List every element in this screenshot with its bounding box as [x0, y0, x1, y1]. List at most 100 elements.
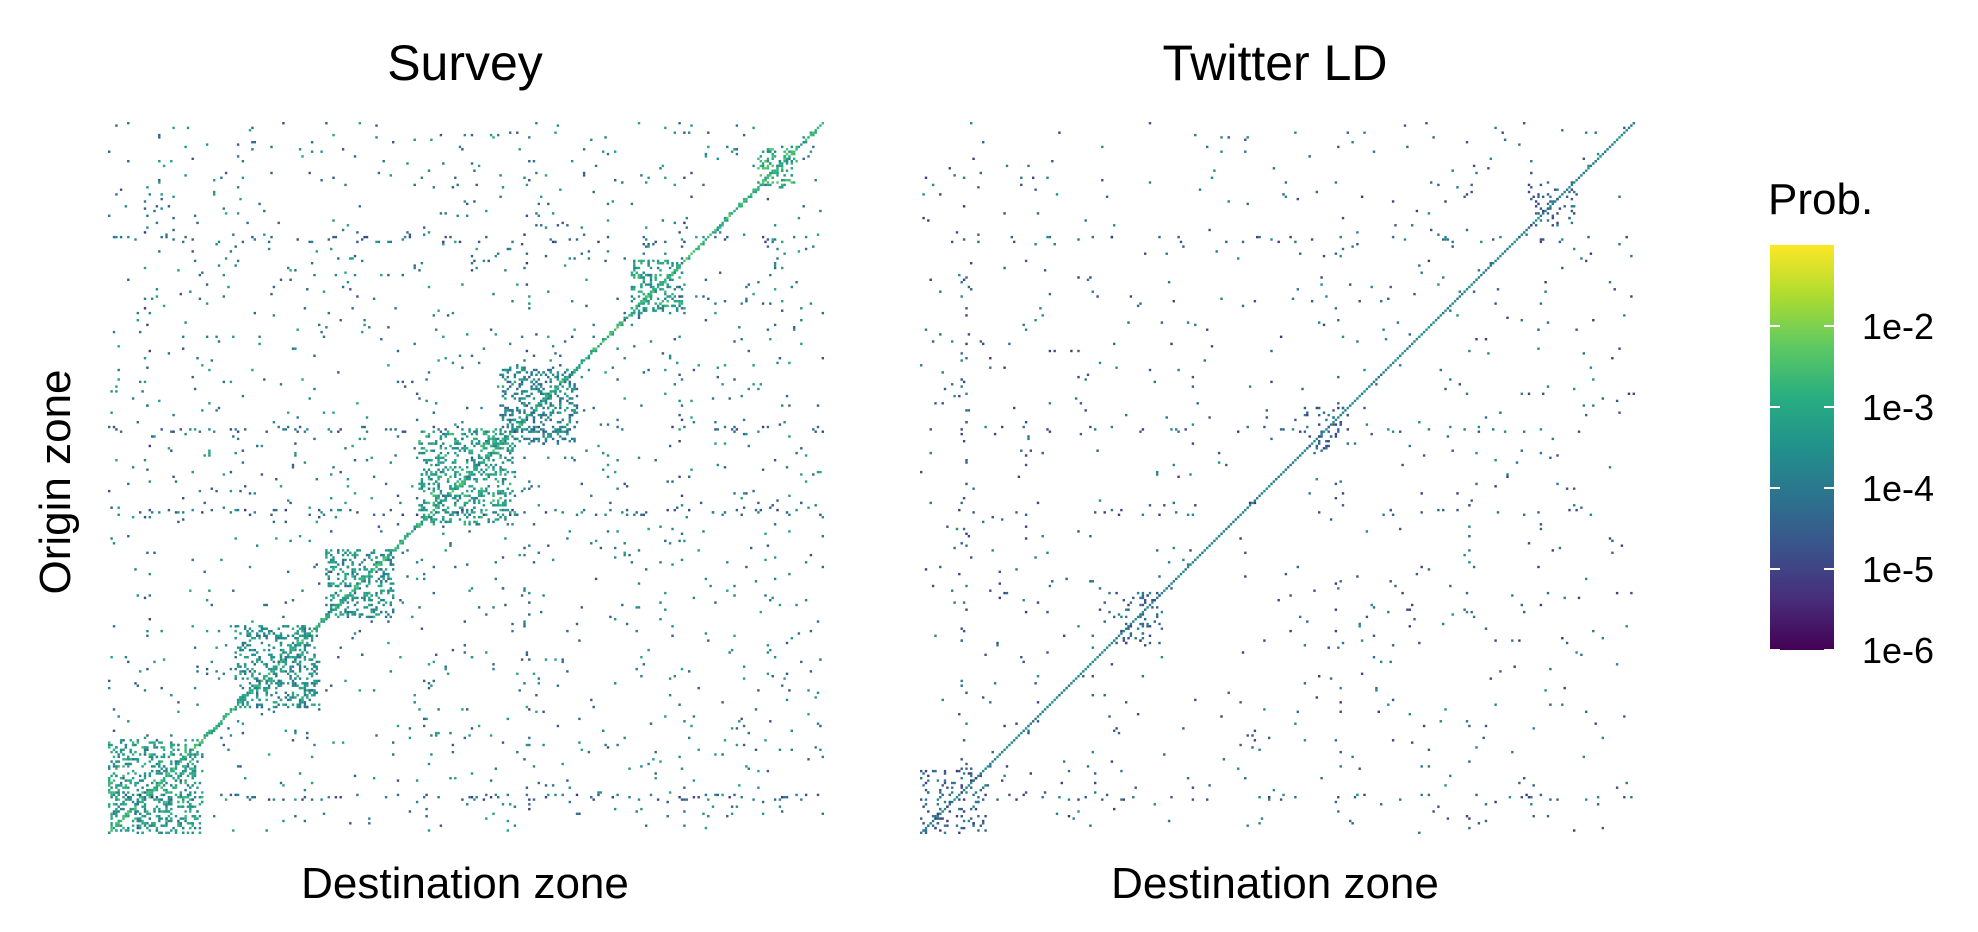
heatmap-cell [544, 402, 548, 405]
heatmap-cell [587, 250, 591, 253]
heatmap-cell [676, 269, 679, 272]
heatmap-cell [210, 359, 213, 362]
heatmap-cell [182, 817, 185, 820]
heatmap-cell [296, 656, 299, 659]
heatmap-cell [339, 796, 342, 799]
heatmap-cell [289, 651, 292, 654]
heatmap-cell [766, 425, 770, 429]
heatmap-cell [444, 667, 447, 671]
heatmap-cell [260, 703, 264, 706]
heatmap-cell [131, 777, 135, 780]
heatmap-cell [783, 183, 786, 187]
heatmap-cell [480, 511, 483, 514]
heatmap-cell [186, 784, 190, 787]
heatmap-cell [303, 646, 307, 649]
heatmap-cell [289, 698, 292, 702]
heatmap-cell [301, 634, 304, 637]
heatmap-cell [174, 784, 178, 787]
heatmap-cell [229, 470, 233, 474]
heatmap-cell [480, 508, 483, 512]
heatmap-cell [151, 781, 154, 785]
heatmap-cell [494, 767, 497, 770]
heatmap-cell [485, 473, 488, 476]
heatmap-cell [532, 672, 536, 675]
heatmap-cell [442, 442, 445, 445]
heatmap-cell [604, 743, 607, 747]
heatmap-cell [714, 442, 717, 445]
heatmap-cell [256, 660, 259, 664]
heatmap-cell [778, 805, 782, 808]
heatmap-cell [764, 179, 767, 182]
heatmap-cell [241, 641, 245, 645]
heatmap-cell [165, 803, 168, 806]
heatmap-cell [745, 492, 748, 495]
heatmap-cell [177, 822, 180, 825]
heatmap-cell [690, 468, 693, 471]
heatmap-cell [454, 176, 457, 179]
heatmap-cell [943, 807, 947, 811]
heatmap-cell [1134, 618, 1137, 621]
heatmap-cell [714, 428, 717, 431]
heatmap-cell [198, 489, 202, 493]
heatmap-cell [685, 226, 688, 229]
heatmap-cell [330, 584, 333, 588]
heatmap-cell [575, 421, 579, 424]
heatmap-cell [509, 131, 512, 134]
heatmap-cell [785, 160, 789, 163]
heatmap-cell [179, 793, 182, 797]
heatmap-cell [750, 546, 753, 550]
heatmap-cell [518, 378, 521, 381]
heatmap-cell [143, 266, 147, 270]
heatmap-cell [160, 741, 163, 744]
heatmap-cell [637, 582, 641, 585]
heatmap-cell [151, 788, 154, 792]
heatmap-cell [797, 145, 801, 149]
heatmap-cell [330, 561, 333, 564]
heatmap-cell [303, 307, 307, 310]
heatmap-cell [184, 781, 187, 785]
heatmap-cell [270, 235, 273, 239]
heatmap-cell [205, 734, 209, 737]
heatmap-cell [623, 357, 626, 360]
heatmap-cell [764, 739, 767, 742]
heatmap-cell [151, 824, 154, 827]
heatmap-cell [544, 784, 548, 787]
heatmap-cell [623, 397, 626, 400]
heatmap-cell [124, 762, 128, 766]
heatmap-cell [456, 425, 459, 429]
heatmap-cell [303, 625, 307, 628]
heatmap-cell [179, 822, 182, 825]
heatmap-cell [158, 769, 161, 773]
heatmap-cell [408, 532, 412, 535]
heatmap-cell [566, 629, 569, 633]
heatmap-cell [461, 148, 464, 151]
heatmap-cell [456, 214, 459, 217]
heatmap-cell [659, 269, 662, 272]
heatmap-cell [528, 743, 531, 747]
heatmap-cell [656, 259, 660, 263]
heatmap-cell [155, 788, 159, 792]
heatmap-cell [289, 670, 292, 673]
heatmap-cell [277, 627, 280, 630]
heatmap-cell [475, 428, 478, 431]
heatmap-cell [267, 667, 271, 671]
heatmap-cell [184, 174, 187, 177]
heatmap-cell [683, 131, 686, 134]
heatmap-cell [542, 430, 545, 433]
heatmap-cell [327, 610, 330, 614]
heatmap-cell [528, 394, 531, 398]
heatmap-cell [704, 319, 708, 322]
heatmap-cell [633, 276, 636, 279]
heatmap-cell [470, 727, 474, 730]
heatmap-cell [592, 798, 595, 801]
heatmap-cell [468, 530, 471, 533]
heatmap-cell [110, 796, 113, 799]
heatmap-cell [127, 482, 130, 486]
heatmap-cell [556, 411, 560, 414]
heatmap-cell [685, 257, 688, 260]
heatmap-cell [425, 508, 428, 512]
heatmap-cell [392, 596, 395, 600]
heatmap-cell [310, 634, 314, 637]
heatmap-cell [449, 513, 452, 516]
heatmap-cell [454, 447, 457, 450]
